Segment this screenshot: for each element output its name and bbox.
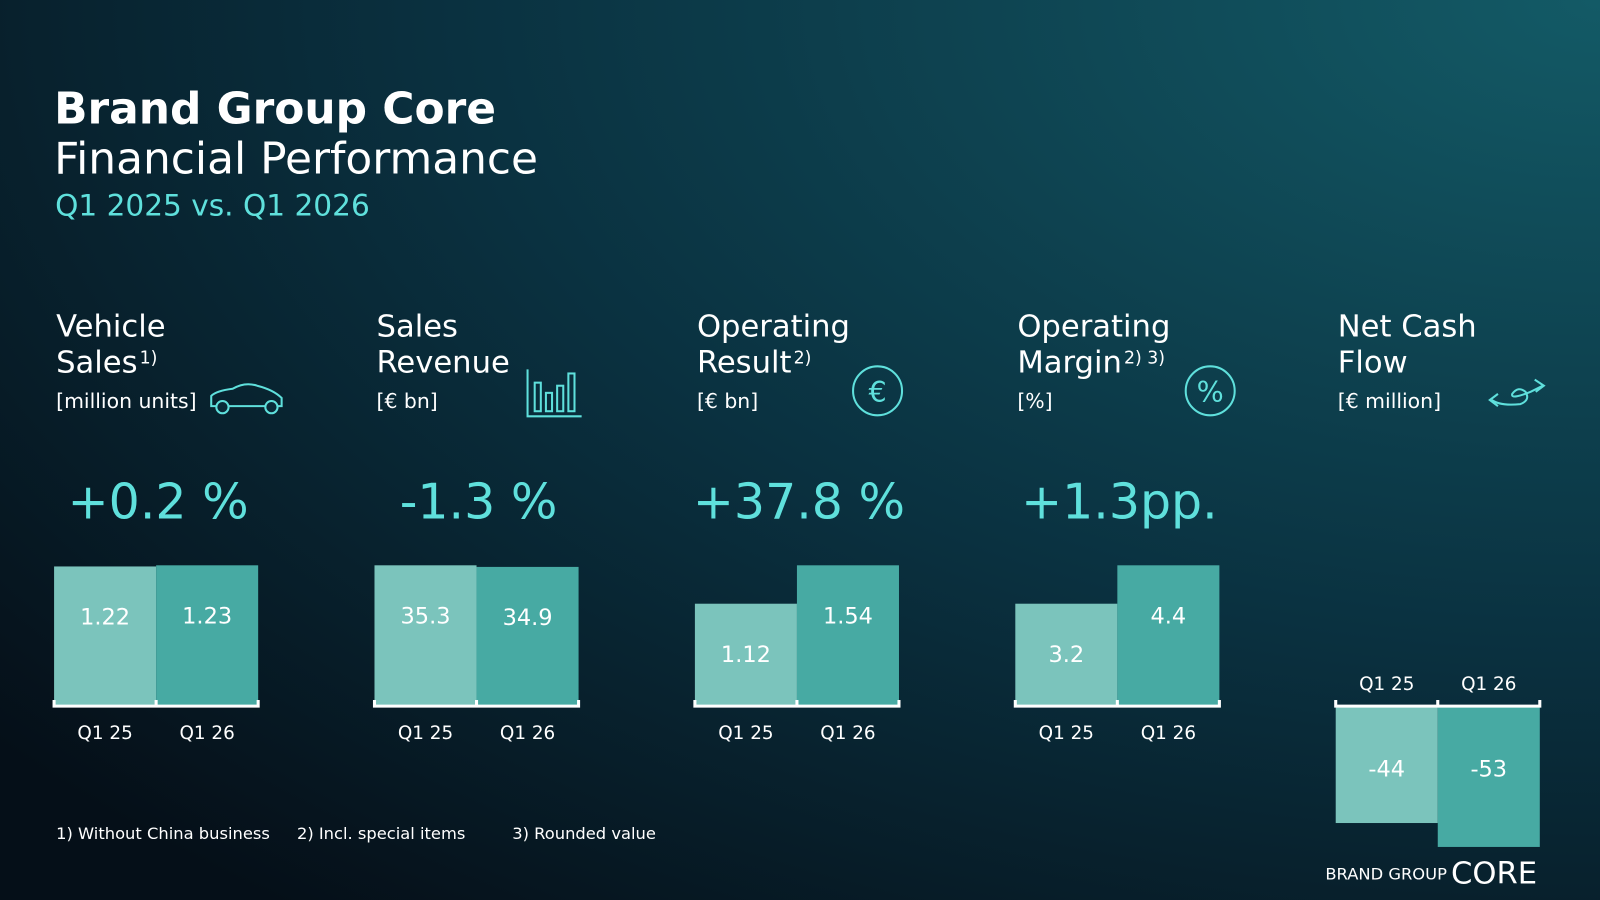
subtitle: Financial Performance	[54, 133, 538, 184]
bar	[1117, 565, 1220, 707]
value-label: 1.22	[80, 605, 130, 631]
chart-title: Vehicle	[56, 310, 165, 345]
percent-icon-circle	[1184, 365, 1236, 417]
axis-line	[372, 700, 581, 708]
bar	[156, 565, 259, 707]
axis-line	[693, 700, 901, 708]
note-ref: 1)	[140, 348, 158, 368]
value-label: 35.3	[401, 603, 451, 629]
bar	[1015, 603, 1118, 707]
unit: [€ bn]	[377, 389, 438, 413]
change: +37.8 %	[693, 473, 905, 530]
chart-title: Operating	[697, 310, 850, 345]
category-label: Q1 26	[820, 723, 875, 744]
category-label: Q1 25	[398, 723, 453, 744]
chart-title: Net Cash	[1338, 310, 1477, 345]
change: +1.3pp.	[1021, 473, 1218, 530]
car-icon	[210, 383, 283, 415]
category-label: Q1 25	[718, 723, 773, 744]
value-label: 1.54	[823, 603, 873, 629]
category-label: Q1 25	[77, 723, 132, 744]
unit: [€ million]	[1338, 389, 1441, 413]
chart-title: Flow	[1338, 345, 1408, 380]
value-label: 3.2	[1048, 642, 1084, 668]
axis-line	[52, 700, 260, 708]
bar	[694, 603, 797, 707]
footnote: 3) Rounded value	[512, 824, 656, 843]
category-label: Q1 26	[1141, 723, 1196, 744]
bar	[1437, 706, 1540, 847]
period: Q1 2025 vs. Q1 2026	[55, 188, 370, 222]
value-label: 4.4	[1151, 603, 1187, 629]
bar	[374, 565, 477, 707]
axis-line	[1013, 700, 1221, 708]
title: Brand Group Core	[54, 83, 496, 134]
note-ref: 2) 3)	[1124, 348, 1165, 368]
bar	[1335, 706, 1438, 824]
footnote: 1) Without China business	[56, 824, 270, 843]
value-label: 1.12	[721, 642, 771, 668]
chart-title: Operating	[1017, 310, 1170, 345]
change: +0.2 %	[68, 473, 249, 530]
value-label: 34.9	[503, 605, 553, 631]
cashflow-icon	[1488, 378, 1546, 407]
brand-small: BRAND GROUP	[1325, 865, 1447, 884]
category-label: Q1 25	[1039, 723, 1094, 744]
chart-title: Sales	[377, 310, 458, 345]
change: -1.3 %	[400, 473, 558, 530]
axis-line	[1334, 700, 1542, 708]
chart-title: Sales	[56, 345, 137, 380]
unit: [million units]	[56, 389, 196, 413]
value-label: 1.23	[182, 603, 232, 629]
euro-icon-circle	[852, 365, 904, 417]
chart-title: Margin	[1017, 345, 1122, 380]
category-label: Q1 25	[1359, 674, 1414, 695]
category-label: Q1 26	[179, 723, 234, 744]
footnote: 2) Incl. special items	[297, 824, 465, 843]
note-ref: 2)	[794, 348, 812, 368]
bar	[54, 566, 157, 707]
bar	[796, 565, 899, 707]
value-label: -53	[1470, 757, 1507, 783]
brand-large: CORE	[1451, 857, 1537, 892]
bar	[476, 566, 579, 707]
category-label: Q1 26	[1461, 674, 1516, 695]
chart-title: Revenue	[377, 345, 510, 380]
category-label: Q1 26	[500, 723, 555, 744]
value-label: -44	[1368, 757, 1405, 783]
chart-title: Result	[697, 345, 792, 380]
unit: [€ bn]	[697, 389, 758, 413]
unit: [%]	[1017, 389, 1052, 413]
icon-symbol: %	[1197, 375, 1224, 409]
icon-symbol: €	[868, 375, 886, 409]
chart-icon	[526, 369, 582, 418]
